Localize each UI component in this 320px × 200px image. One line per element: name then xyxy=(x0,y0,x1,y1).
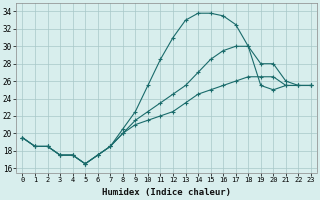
X-axis label: Humidex (Indice chaleur): Humidex (Indice chaleur) xyxy=(102,188,231,197)
